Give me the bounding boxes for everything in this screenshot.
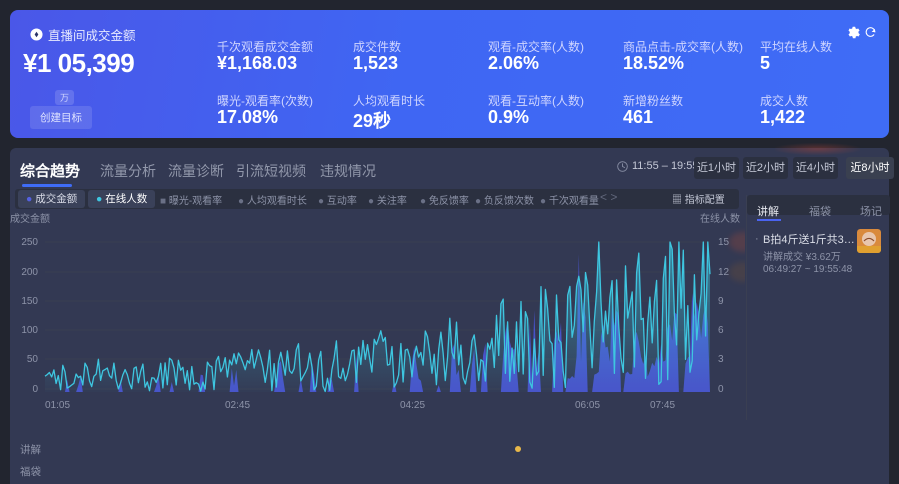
svg-text:06:05: 06:05 [575,400,600,411]
svg-text:50: 50 [27,354,39,365]
svg-text:200: 200 [21,267,38,278]
svg-text:3: 3 [718,354,724,365]
svg-text:07:45: 07:45 [650,400,675,411]
svg-text:12: 12 [718,267,730,278]
svg-text:15: 15 [718,237,730,248]
svg-text:01:05: 01:05 [45,400,70,411]
svg-text:9: 9 [718,296,724,307]
svg-text:150: 150 [21,296,38,307]
svg-text:100: 100 [21,325,38,336]
svg-text:02:45: 02:45 [225,400,250,411]
svg-text:0: 0 [718,384,724,395]
svg-text:0: 0 [32,384,38,395]
svg-text:250: 250 [21,237,38,248]
svg-text:6: 6 [718,325,724,336]
svg-text:04:25: 04:25 [400,400,425,411]
